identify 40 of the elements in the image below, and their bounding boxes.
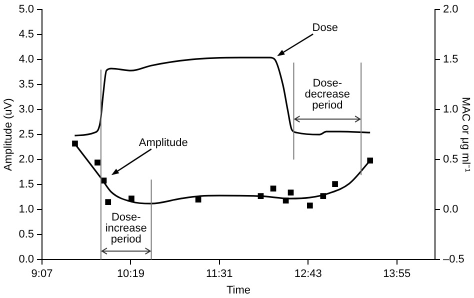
point [195,196,202,203]
annotation: Dose [312,22,338,34]
point [367,158,374,164]
y-tick-label: 0.5 [18,228,34,241]
x-tick-label: 11:31 [206,268,233,280]
y-tick-label: 2.0 [18,154,34,166]
point [288,190,294,196]
y-tick-label: 1.0 [18,204,34,216]
ref-line-label: Dose-increase period [105,212,147,246]
y-tick-label: 0.0 [18,254,34,266]
line-series [74,56,371,136]
y2-tick-label: 0.0 [443,204,458,216]
x-tick-label: 10:19 [116,268,144,280]
point [94,160,100,166]
ref-line-label: Dose-decrease period [304,78,350,112]
point [72,140,78,147]
annotation: Amplitude [138,137,188,150]
y-tick-label: 4.0 [18,54,34,66]
x-tick-label: 13:55 [383,268,411,280]
point [270,186,276,192]
y-tick-label: 3.5 [18,78,34,91]
x-tick-label: 12:43 [294,268,322,280]
y-tick-label: 4.5 [18,28,34,41]
y-tick-label: 5.0 [18,4,34,16]
y-tick-label: 1.5 [18,178,34,191]
x-tick-label: 9:07 [31,268,53,280]
point [128,196,134,202]
y2-axis-title: MAC or μg ml⁻¹ [459,97,472,172]
y2-tick-label: 1.0 [443,104,458,116]
y2-tick-label: 2.0 [443,4,458,16]
point [105,199,112,206]
y-axis-title: Amplitude (uV) [2,98,15,171]
y-tick-label: 3.0 [18,104,34,116]
point [307,202,313,209]
x-axis-title: Time [226,284,251,296]
point [332,181,338,188]
y2-tick-label: –0.5 [443,254,464,266]
y-tick-label: 2.5 [18,128,34,141]
y2-tick-label: 0.5 [443,154,458,166]
y2-tick-label: 1.5 [443,54,458,66]
